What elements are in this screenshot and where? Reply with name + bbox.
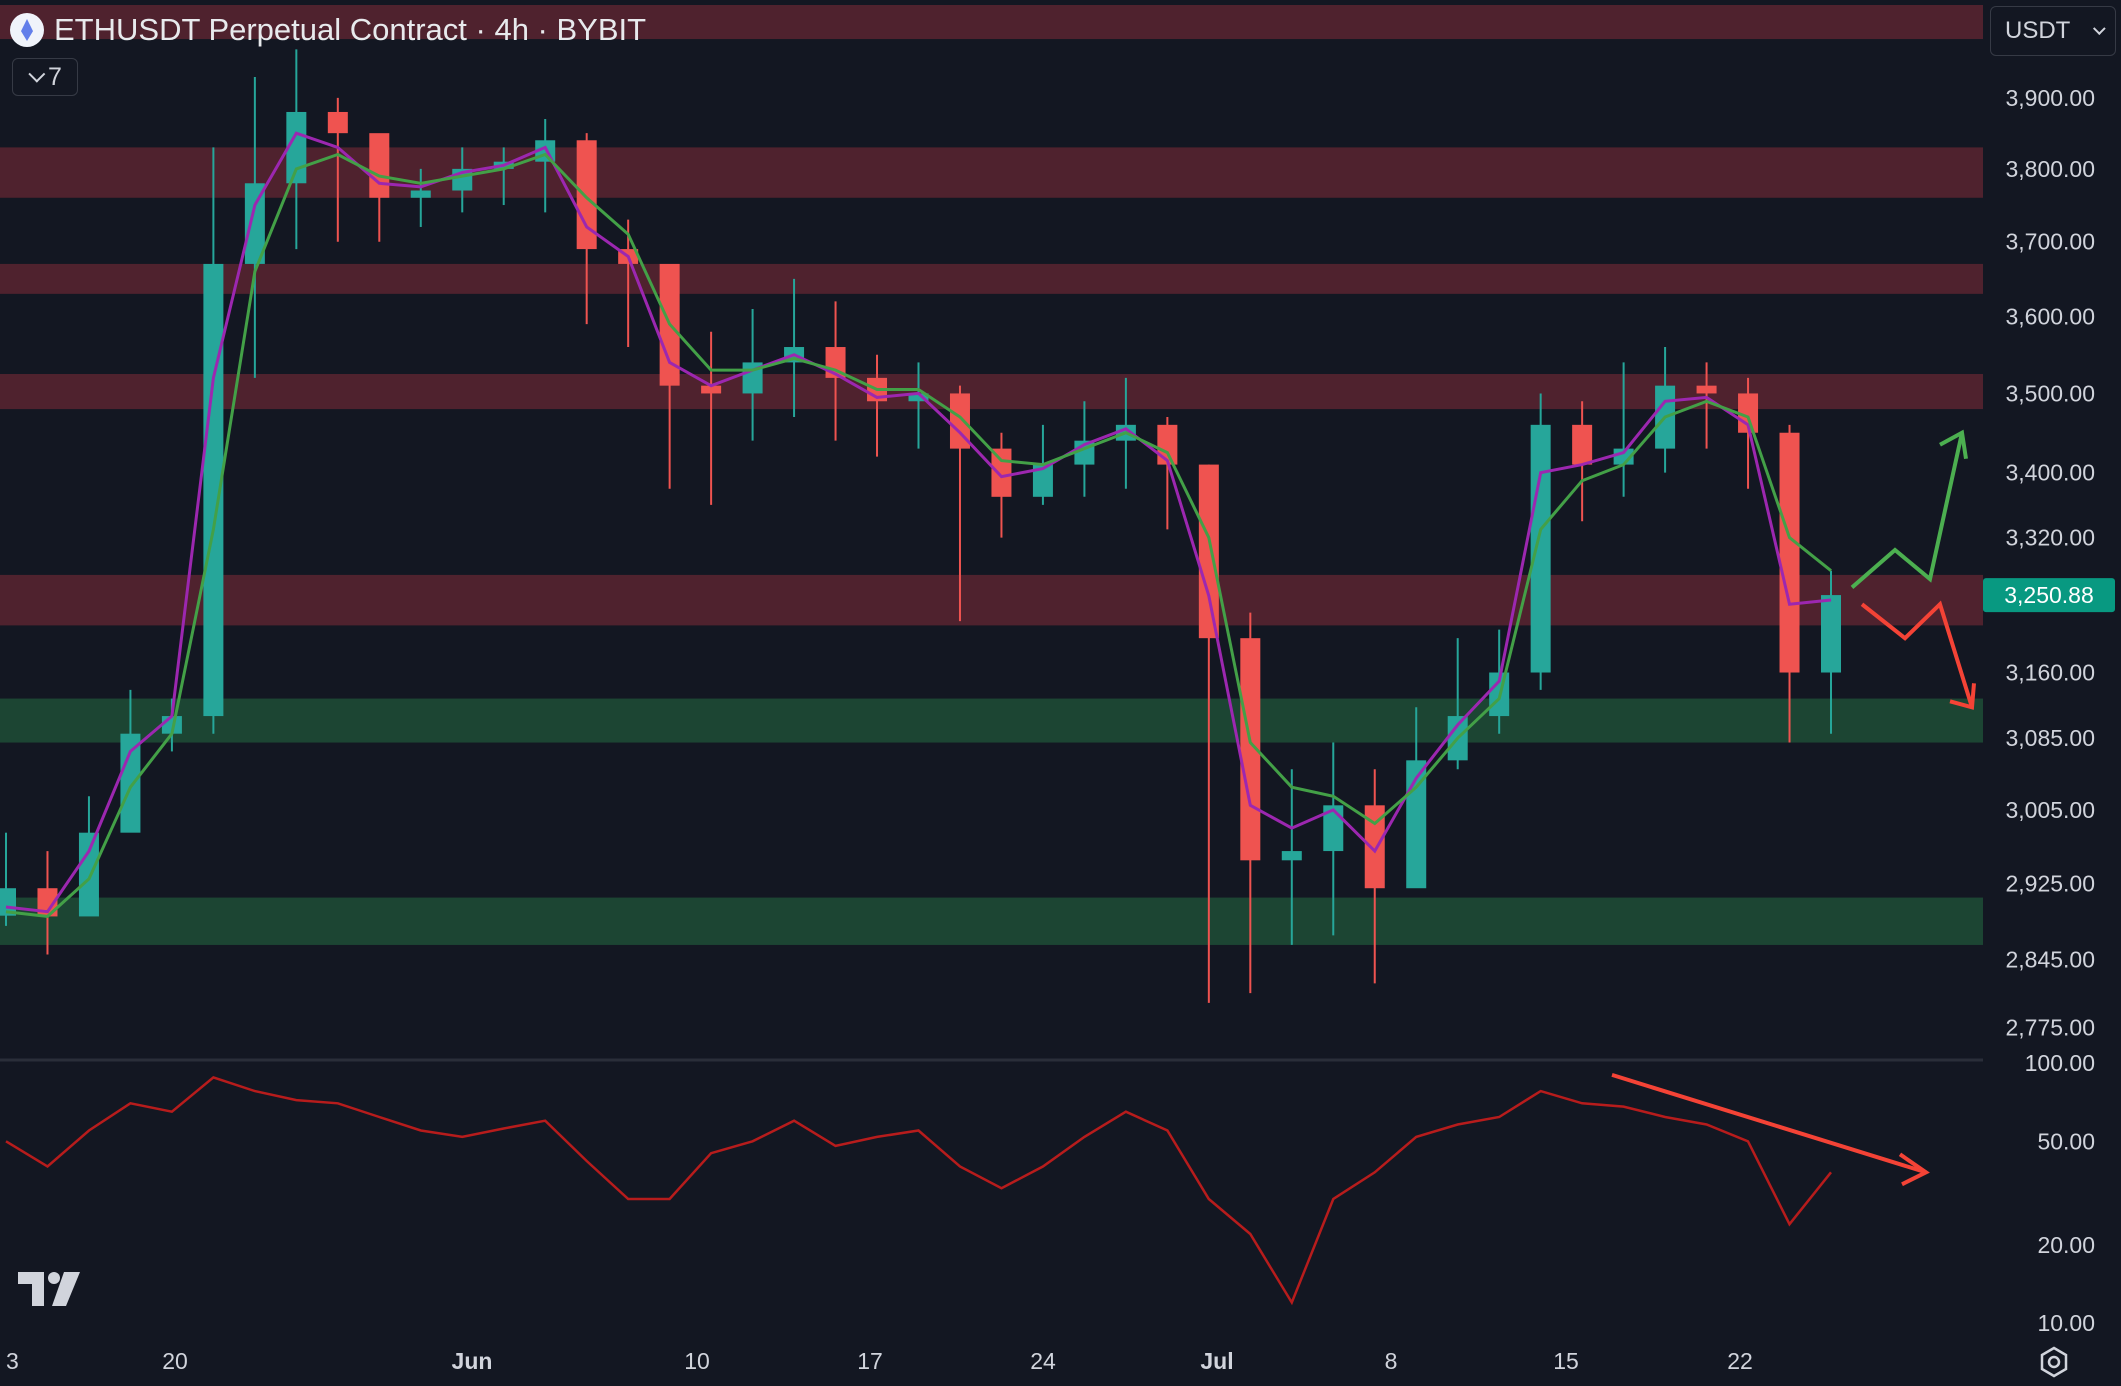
price-axis-label: 3,085.00 xyxy=(2005,725,2095,751)
candle xyxy=(327,111,348,134)
candle xyxy=(37,888,58,917)
price-axis-label: 3,320.00 xyxy=(2005,525,2095,551)
candle xyxy=(576,140,597,250)
support-zone xyxy=(0,897,1983,945)
price-axis-label: 3,160.00 xyxy=(2005,660,2095,686)
candle xyxy=(1364,805,1385,889)
time-axis-label: Jun xyxy=(452,1348,493,1374)
tradingview-logo xyxy=(18,1272,80,1306)
resistance-zone xyxy=(0,263,1983,294)
time-axis-label: 8 xyxy=(1385,1348,1398,1374)
projection-up-arrow xyxy=(1850,432,1964,589)
rsi-axis-label: 20.00 xyxy=(2037,1232,2095,1258)
candle xyxy=(949,393,970,449)
support-zone xyxy=(0,698,1983,743)
price-axis-label: 3,500.00 xyxy=(2005,380,2095,406)
projection-up-arrowhead xyxy=(1939,429,1968,460)
time-axis-label: 20 xyxy=(162,1348,188,1374)
rsi-divergence-line xyxy=(1611,1072,1927,1175)
price-axis-label: 3,400.00 xyxy=(2005,460,2095,486)
time-axis-label: 10 xyxy=(684,1348,710,1374)
candle xyxy=(78,832,99,917)
candle xyxy=(1198,464,1219,639)
price-axis-label: 2,925.00 xyxy=(2005,871,2095,897)
last-price-label: 3,250.88 xyxy=(2004,582,2094,608)
candle xyxy=(286,111,307,184)
time-axis-label: 17 xyxy=(857,1348,883,1374)
candle xyxy=(1821,595,1841,673)
chart-header: ETHUSDT Perpetual Contract · 4h · BYBIT xyxy=(10,8,646,52)
rsi-axis-label: 50.00 xyxy=(2037,1128,2095,1154)
candle xyxy=(369,133,390,198)
candle xyxy=(1530,424,1551,673)
candle xyxy=(701,385,722,394)
candle xyxy=(244,183,265,264)
resistance-zone xyxy=(0,574,1983,626)
price-axis-label: 3,005.00 xyxy=(2005,797,2095,823)
candle xyxy=(1240,638,1261,861)
currency-select[interactable]: USDT xyxy=(1990,6,2116,56)
candle xyxy=(410,190,431,198)
price-axis-label: 3,600.00 xyxy=(2005,304,2095,330)
price-axis-label: 3,900.00 xyxy=(2005,85,2095,111)
candle xyxy=(1696,385,1717,394)
price-axis-label: 3,800.00 xyxy=(2005,156,2095,182)
candle xyxy=(120,733,141,833)
candle xyxy=(991,448,1012,497)
projection-down-arrowhead xyxy=(1949,683,1976,710)
symbol-title[interactable]: ETHUSDT Perpetual Contract · 4h · BYBIT xyxy=(54,12,647,47)
rsi-divergence-arrowhead xyxy=(1898,1152,1930,1187)
indicator-count: 7 xyxy=(48,62,62,91)
ema-slow-line xyxy=(5,152,1832,918)
candle xyxy=(1281,851,1302,861)
candle xyxy=(1572,424,1593,465)
price-axis-label: 3,700.00 xyxy=(2005,229,2095,255)
candle xyxy=(908,393,929,402)
rsi-axis-label: 100.00 xyxy=(2025,1050,2095,1076)
candle xyxy=(1779,432,1800,673)
rsi-axis-label: 10.00 xyxy=(2037,1310,2095,1336)
time-axis-label: 24 xyxy=(1030,1348,1056,1374)
indicator-toggle-button[interactable]: 7 xyxy=(12,58,78,96)
projection-down-arrow xyxy=(1860,600,1974,708)
price-axis-label: 2,845.00 xyxy=(2005,946,2095,972)
time-axis-label: 3 xyxy=(6,1348,19,1374)
time-axis-label: 15 xyxy=(1553,1348,1579,1374)
last-price-badge xyxy=(1983,578,2115,613)
ema-fast-line xyxy=(5,131,1832,914)
chevron-down-icon xyxy=(2092,21,2106,35)
candle xyxy=(203,263,224,717)
currency-label: USDT xyxy=(2005,17,2071,44)
candle xyxy=(1032,464,1053,497)
resistance-zone xyxy=(0,5,1983,40)
chevron-down-icon xyxy=(28,65,46,83)
time-axis-label: Jul xyxy=(1200,1348,1233,1374)
settings-gear-icon[interactable] xyxy=(2038,1346,2070,1378)
resistance-zone xyxy=(0,374,1983,410)
ethereum-icon xyxy=(10,13,44,47)
rsi-line xyxy=(5,1075,1832,1306)
time-axis-label: 22 xyxy=(1727,1348,1753,1374)
candle xyxy=(1157,424,1178,465)
price-axis-label: 2,775.00 xyxy=(2005,1014,2095,1040)
